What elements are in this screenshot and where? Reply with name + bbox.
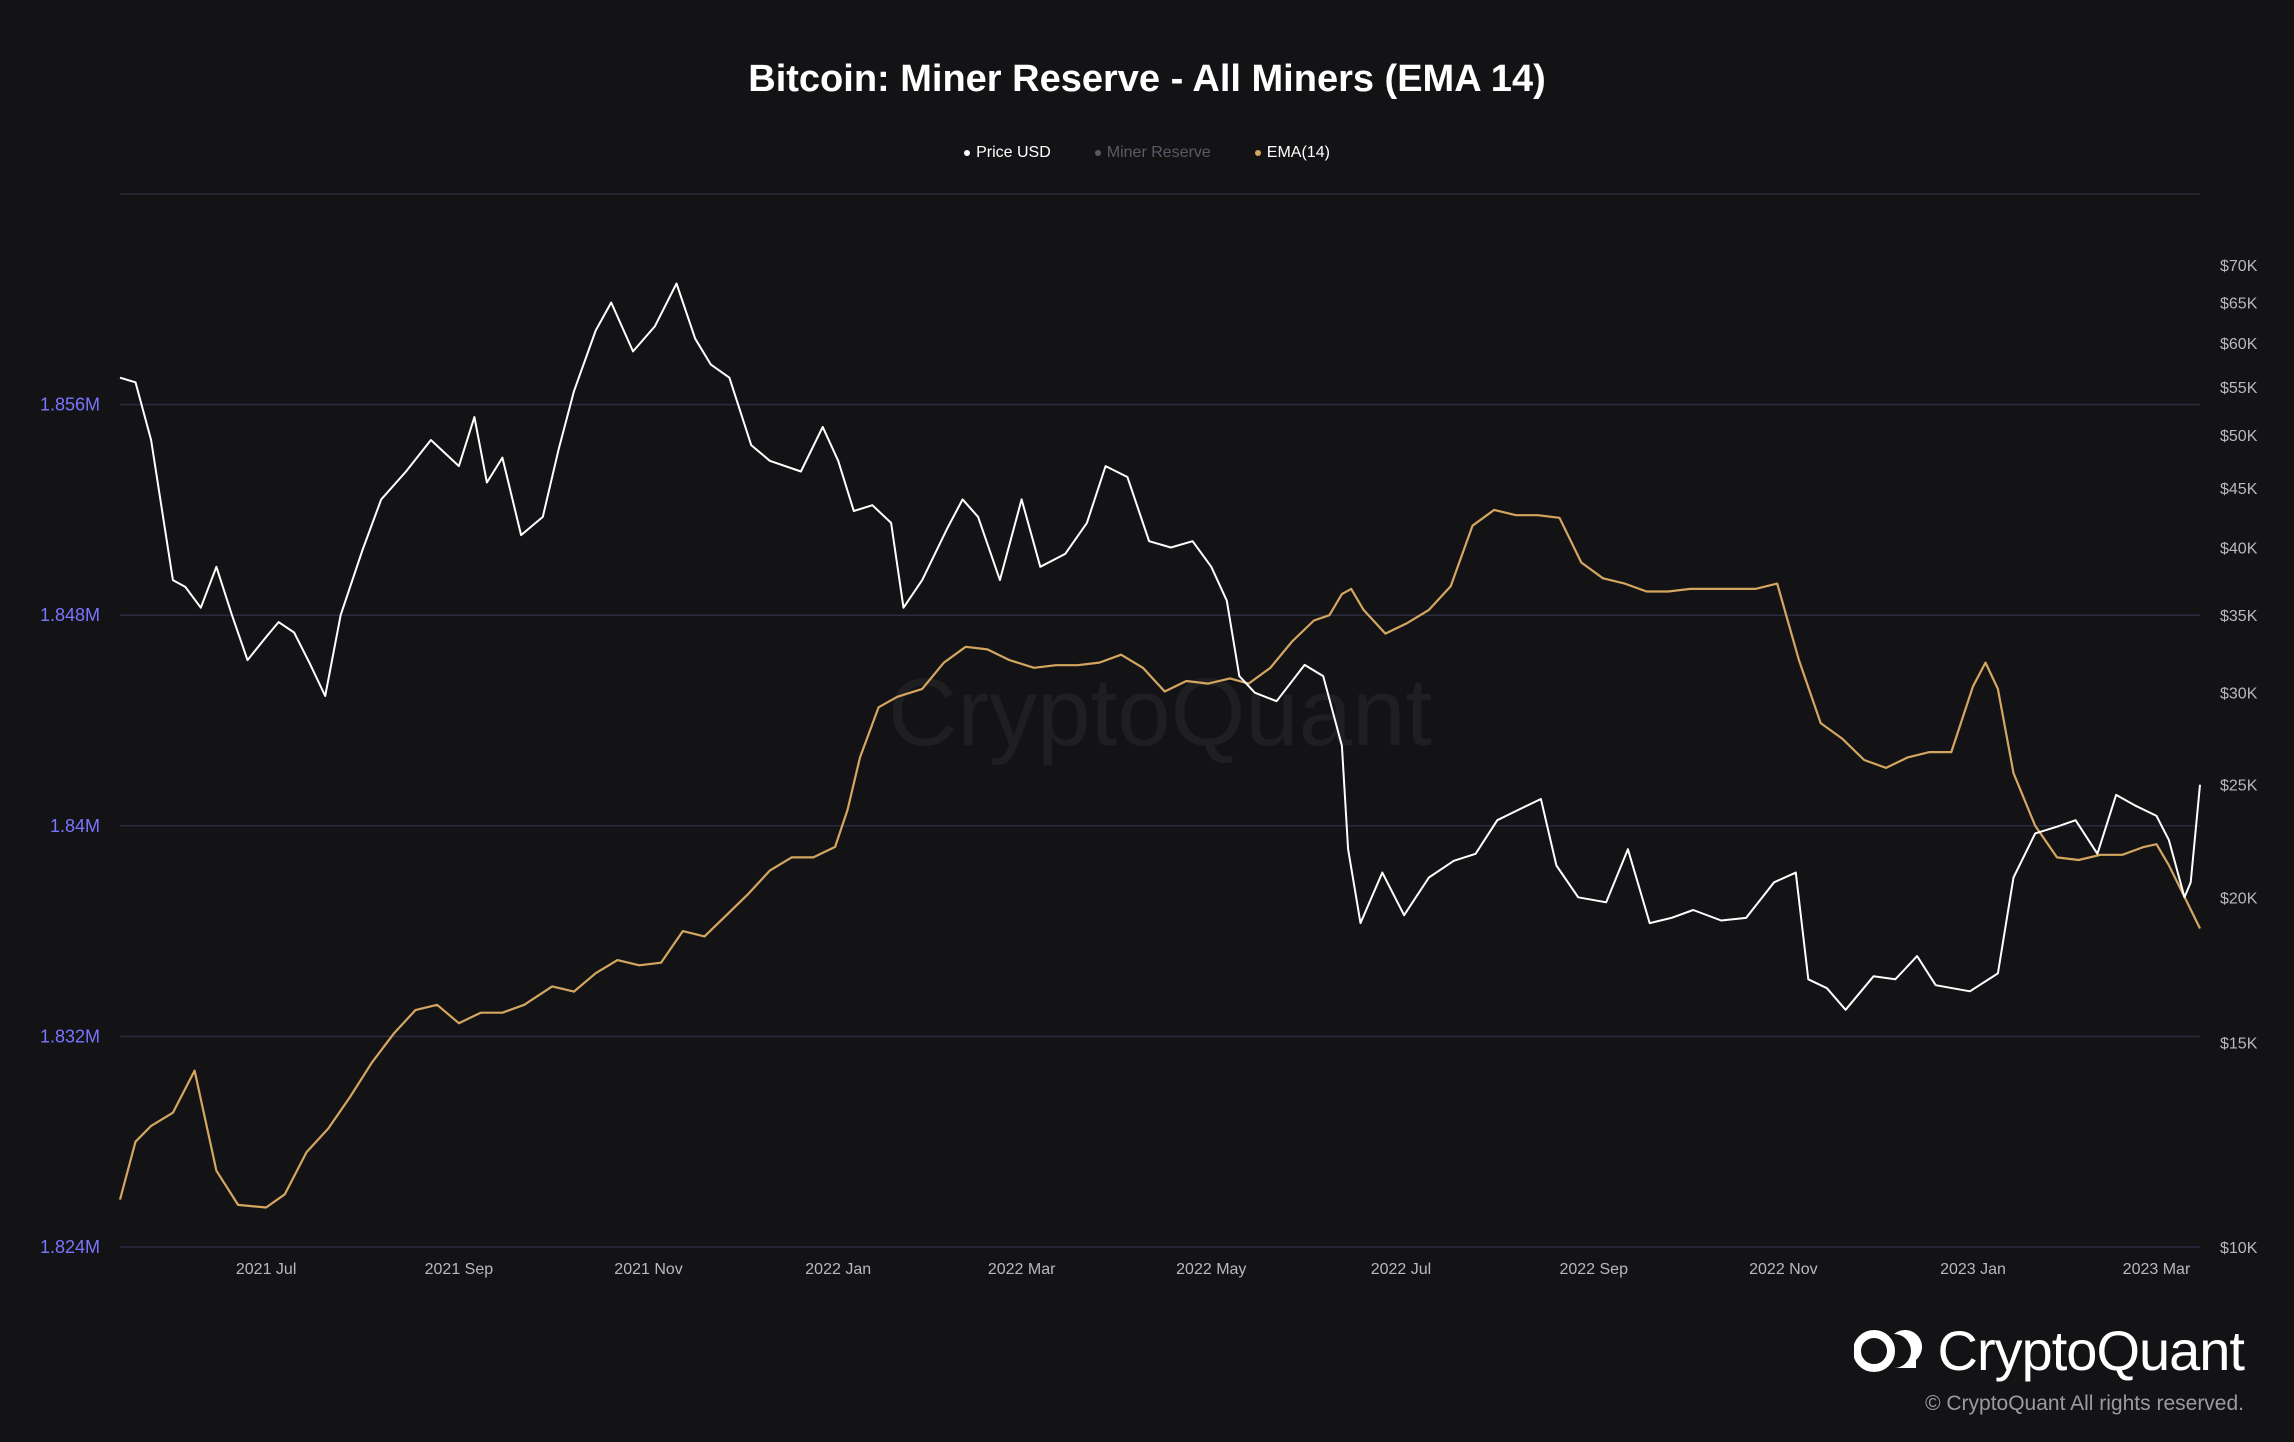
right-axis-tick-label: $65K — [2220, 296, 2258, 313]
legend-dot-miner-reserve — [1094, 150, 1101, 156]
right-axis-tick-label: $40K — [2220, 541, 2258, 558]
chart-title: Bitcoin: Miner Reserve - All Miners (EMA… — [748, 58, 1546, 100]
legend-item-price[interactable]: Price USD — [964, 144, 1051, 162]
x-axis: 2021 Jul 2021 Sep 2021 Nov 2022 Jan 2022 Mar… — [236, 1261, 2191, 1278]
x-axis-tick-label: 2022 Jan — [805, 1261, 871, 1278]
right-axis-tick-label: $55K — [2220, 380, 2258, 397]
legend-label-price: Price USD — [976, 144, 1051, 161]
right-axis-tick-label: $50K — [2220, 428, 2258, 445]
legend-dot-price — [964, 150, 971, 156]
x-axis-tick-label: 2023 Jan — [1940, 1261, 2006, 1278]
left-axis-tick-label: 1.824M — [40, 1237, 100, 1257]
x-axis-tick-label: 2022 Sep — [1559, 1261, 1628, 1278]
left-axis-tick-label: 1.848M — [40, 605, 100, 625]
legend-label-miner-reserve: Miner Reserve — [1106, 144, 1211, 161]
x-axis-tick-label: 2022 Nov — [1749, 1261, 1818, 1278]
series-price-usd-line — [119, 282, 2201, 1011]
right-axis-tick-label: $20K — [2220, 890, 2258, 907]
brand-name: CryptoQuant — [1937, 1319, 2245, 1382]
right-axis-tick-label: $70K — [2220, 258, 2258, 275]
legend-item-ema[interactable]: EMA(14) — [1254, 144, 1330, 162]
left-axis-tick-label: 1.84M — [50, 816, 100, 836]
x-axis-tick-label: 2021 Nov — [614, 1261, 683, 1278]
x-axis-tick-label: 2023 Mar — [2123, 1261, 2191, 1278]
x-axis-tick-label: 2022 Jul — [1371, 1261, 1432, 1278]
right-axis-tick-label: $35K — [2220, 608, 2258, 625]
cryptoquant-logo-icon — [1853, 1329, 1922, 1372]
legend: Price USD Miner Reserve EMA(14) — [0, 144, 2294, 162]
legend-item-miner-reserve[interactable]: Miner Reserve — [1094, 144, 1211, 162]
right-axis-tick-label: $15K — [2220, 1035, 2258, 1052]
x-axis-tick-label: 2022 Mar — [988, 1261, 1056, 1278]
x-axis-tick-label: 2021 Sep — [425, 1261, 494, 1278]
right-axis-tick-label: $60K — [2220, 336, 2258, 353]
right-axis-tick-label: $30K — [2220, 686, 2258, 703]
right-axis-tick-label: $45K — [2220, 481, 2258, 498]
legend-dot-ema — [1254, 150, 1261, 156]
grid-lines — [120, 193, 2200, 1248]
series-layer — [118, 282, 2201, 1209]
x-axis-tick-label: 2022 May — [1176, 1261, 1246, 1278]
left-axis-tick-label: 1.856M — [40, 395, 100, 415]
right-axis: $10K $15K $20K $25K $30K $35K $40K $45K $50K $55K… — [2220, 258, 2258, 1257]
left-axis-tick-label: 1.832M — [40, 1026, 100, 1046]
series-ema14-line — [118, 508, 2201, 1209]
x-axis-tick-label: 2021 Jul — [236, 1261, 297, 1278]
right-axis-tick-label: $10K — [2220, 1240, 2258, 1257]
right-axis-tick-label: $25K — [2220, 778, 2258, 795]
legend-label-ema: EMA(14) — [1266, 144, 1330, 161]
brand-logo: CryptoQuant — [1853, 1318, 2245, 1383]
watermark-text: CryptoQuant — [888, 659, 1432, 766]
left-axis: 1.824M 1.832M 1.84M 1.848M 1.856M — [40, 395, 100, 1257]
copyright-text: © CryptoQuant All rights reserved. — [1925, 1392, 2244, 1415]
